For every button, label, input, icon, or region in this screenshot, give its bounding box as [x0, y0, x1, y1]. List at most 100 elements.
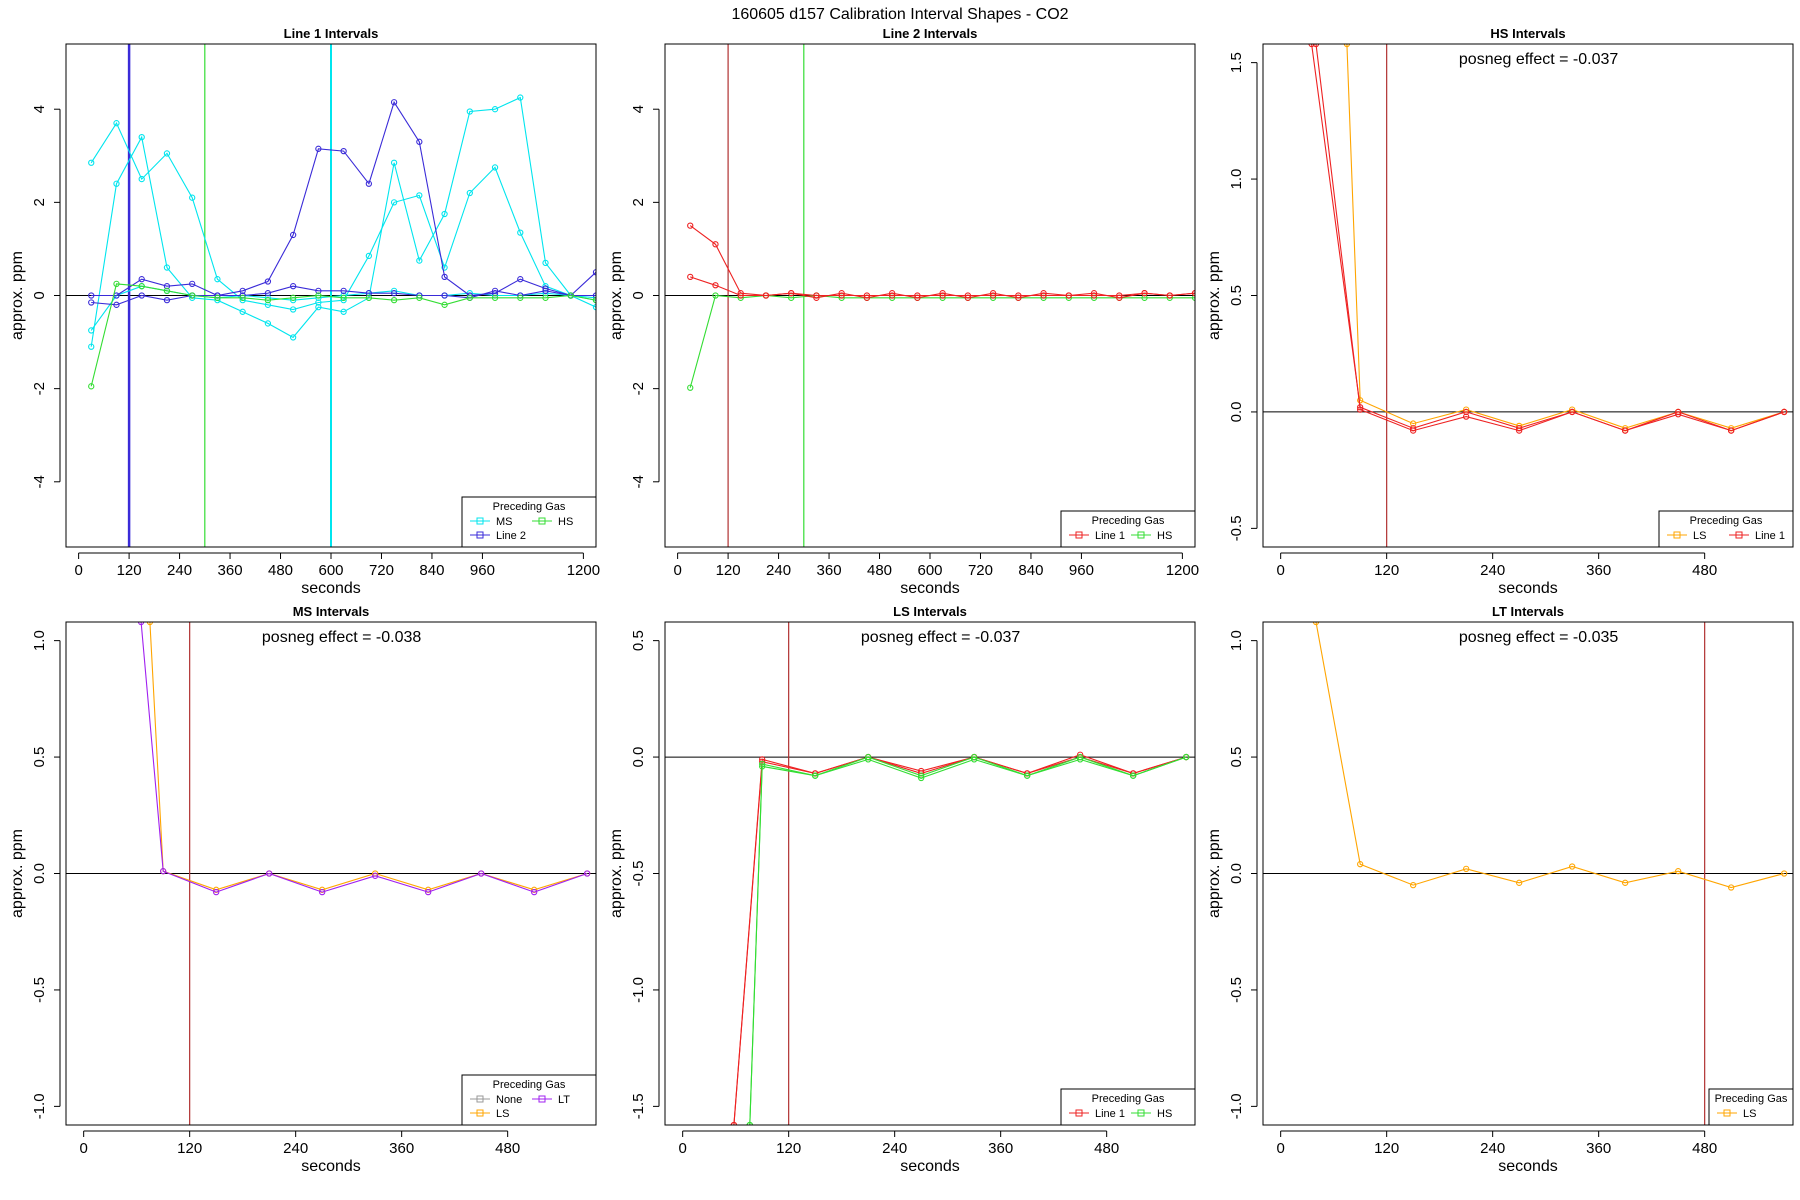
- legend-box: [1060, 510, 1196, 548]
- posneg-annotation: posneg effect = -0.037: [861, 629, 1020, 646]
- x-tick-label: 480: [1692, 562, 1717, 579]
- data-point: [365, 180, 373, 187]
- chart-title: MS Intervals: [293, 604, 370, 619]
- chart-title: LS Intervals: [893, 604, 967, 619]
- data-point: [989, 292, 997, 299]
- chart-title: HS Intervals: [1490, 26, 1565, 41]
- data-point: [160, 868, 167, 875]
- series-line: [749, 756, 1187, 1125]
- data-point: [163, 297, 171, 304]
- data-point: [542, 259, 549, 267]
- x-tick-label: 240: [766, 562, 791, 579]
- data-point: [1116, 292, 1123, 299]
- data-point: [918, 772, 925, 779]
- data-point: [1675, 868, 1682, 875]
- figure-title: 160605 d157 Calibration Interval Shapes …: [731, 6, 1068, 23]
- data-point: [1463, 865, 1470, 872]
- x-tick-label: 600: [917, 562, 942, 579]
- data-point: [466, 189, 473, 197]
- chart-title: Line 1 Intervals: [284, 26, 379, 41]
- y-tick-label: 0: [31, 291, 48, 299]
- y-axis-label: approx. ppm: [9, 251, 26, 340]
- data-point: [712, 282, 719, 289]
- legend-entry-label: Line 1: [1095, 1108, 1125, 1120]
- x-axis-label: seconds: [1498, 1158, 1558, 1175]
- data-point: [138, 175, 145, 183]
- y-tick-label: 1.0: [1228, 169, 1245, 190]
- x-tick-label: 720: [369, 562, 394, 579]
- data-point: [390, 159, 398, 166]
- series-group: [1312, 622, 1788, 891]
- data-point: [888, 292, 896, 299]
- legend-title: Preceding Gas: [493, 1079, 566, 1091]
- data-point: [1077, 753, 1084, 761]
- data-point: [264, 297, 272, 304]
- y-tick-label: -1.0: [630, 977, 647, 1003]
- series-line: [1346, 44, 1785, 429]
- data-point: [416, 192, 423, 199]
- legend-title: Preceding Gas: [493, 501, 566, 513]
- data-point: [1622, 427, 1629, 434]
- series-line: [689, 294, 1195, 388]
- legend-box: [1658, 510, 1794, 548]
- y-tick-label: -2: [31, 382, 48, 395]
- data-point: [730, 1121, 738, 1125]
- data-point: [971, 753, 978, 761]
- data-point: [88, 159, 95, 166]
- data-point: [812, 772, 819, 779]
- y-tick-label: -1.0: [1228, 1093, 1245, 1119]
- x-tick-label: 240: [1480, 1140, 1505, 1157]
- data-point: [531, 888, 538, 896]
- x-tick-label: 120: [117, 562, 142, 579]
- y-tick-label: -4: [31, 475, 48, 488]
- y-tick-label: 2: [31, 198, 48, 206]
- data-point: [113, 301, 120, 308]
- data-point: [746, 1121, 753, 1125]
- data-point: [88, 327, 95, 334]
- y-tick-label: 1.5: [1228, 52, 1245, 73]
- x-axis-label: seconds: [301, 580, 361, 597]
- y-axis-label: approx. ppm: [608, 829, 625, 918]
- y-tick-label: 0.0: [1228, 402, 1245, 423]
- data-point: [584, 870, 591, 877]
- data-point: [865, 753, 872, 761]
- data-point: [390, 290, 398, 297]
- data-point: [390, 297, 398, 304]
- x-tick-label: 240: [167, 562, 192, 579]
- series-line: [689, 225, 1195, 299]
- legend-swatch-marker: [476, 1095, 484, 1103]
- data-point: [592, 297, 596, 304]
- data-point: [1410, 425, 1417, 432]
- data-point: [491, 287, 499, 294]
- y-tick-label: 4: [630, 105, 647, 113]
- y-tick-label: -1.0: [31, 1093, 48, 1119]
- data-point: [1015, 292, 1022, 299]
- legend-entry-label: LS: [1693, 530, 1706, 542]
- series-group: [730, 751, 1190, 1125]
- y-tick-label: 0.0: [630, 747, 647, 768]
- data-point: [113, 280, 120, 288]
- legend: Preceding Gas None LT LS: [461, 1074, 597, 1126]
- data-point: [113, 120, 120, 127]
- x-tick-label: 480: [268, 562, 293, 579]
- legend-entry-label: HS: [1157, 1108, 1172, 1120]
- data-point: [372, 872, 379, 879]
- data-point: [163, 287, 171, 294]
- data-point: [289, 294, 297, 301]
- x-tick-label: 1200: [1166, 562, 1199, 579]
- legend-swatch-marker: [1075, 1109, 1083, 1117]
- legend-entry-label: LS: [1743, 1108, 1756, 1120]
- data-point: [863, 292, 871, 299]
- y-tick-label: -0.5: [1228, 977, 1245, 1003]
- series-line: [90, 96, 596, 347]
- x-tick-label: 360: [389, 1140, 414, 1157]
- legend: Preceding Gas MS HS Line 2: [461, 496, 597, 548]
- y-tick-label: -2: [630, 382, 647, 395]
- data-point: [567, 292, 574, 299]
- data-point: [113, 180, 120, 187]
- data-point: [416, 257, 423, 264]
- legend: Preceding Gas Line 1 HS: [1060, 1088, 1196, 1126]
- data-point: [390, 99, 398, 106]
